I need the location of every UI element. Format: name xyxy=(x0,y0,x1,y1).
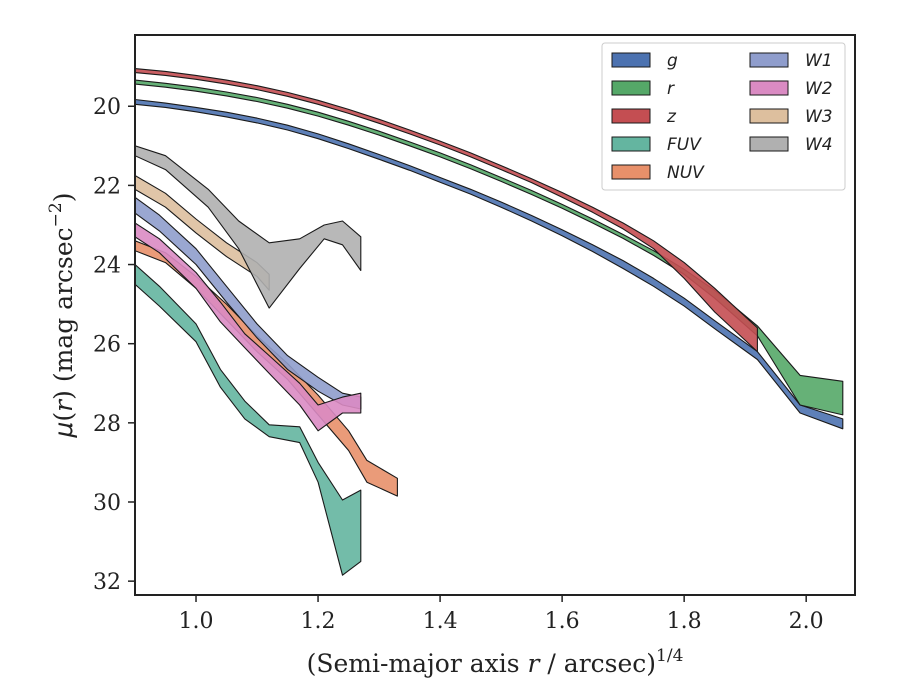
band-g xyxy=(135,98,844,430)
bands-layer xyxy=(135,68,844,576)
x-axis-label: (Semi-major axis r / arcsec)1/4 xyxy=(307,646,684,678)
x-tick-label: 1.4 xyxy=(423,609,458,634)
x-tick-label: 1.6 xyxy=(545,609,580,634)
legend-frame xyxy=(601,42,846,191)
legend-swatch-r xyxy=(611,80,651,96)
y-tick-label: 30 xyxy=(93,491,121,516)
legend-swatch-w4 xyxy=(749,136,789,152)
plot-frame xyxy=(134,34,856,596)
y-axis-label: μ(r) (mag arcsec−2) xyxy=(46,193,78,439)
band-r xyxy=(135,79,844,416)
legend-label-g: g xyxy=(667,51,678,71)
band-w2 xyxy=(135,222,362,432)
y-tick-label: 22 xyxy=(93,174,121,199)
legend-swatch-nuv xyxy=(611,164,651,180)
x-tick-label: 1.2 xyxy=(301,609,336,634)
y-axis-ticks: 20 22 24 26 28 30 32 xyxy=(93,95,135,595)
legend-swatch-w1 xyxy=(749,52,789,68)
legend-label-r: r xyxy=(667,79,675,99)
legend-label-w3: W3 xyxy=(805,107,833,127)
band-z xyxy=(135,68,758,353)
legend-swatch-z xyxy=(611,108,651,124)
y-tick-label: 32 xyxy=(93,570,121,595)
legend-label-w4: W4 xyxy=(805,135,833,155)
y-tick-label: 28 xyxy=(93,412,121,437)
y-tick-label: 20 xyxy=(93,95,121,120)
band-w4 xyxy=(135,145,362,309)
legend-label-z: z xyxy=(666,107,677,127)
legend-label-w2: W2 xyxy=(805,79,833,99)
legend-swatch-g xyxy=(611,52,651,68)
legend-label-nuv: NUV xyxy=(667,163,705,183)
y-tick-label: 24 xyxy=(93,254,121,279)
legend-label-w1: W1 xyxy=(805,51,833,71)
x-tick-label: 1.0 xyxy=(179,609,214,634)
band-fuv xyxy=(135,263,362,576)
legend-swatch-w2 xyxy=(749,80,789,96)
x-axis-ticks: 1.0 1.2 1.4 1.6 1.8 2.0 xyxy=(179,595,824,634)
legend-swatch-w3 xyxy=(749,108,789,124)
legend-label-fuv: FUV xyxy=(667,135,702,155)
x-tick-label: 1.8 xyxy=(667,609,702,634)
y-tick-label: 26 xyxy=(93,333,121,358)
legend: grz FUV NUV W1 W2 W3 W4 xyxy=(601,42,846,191)
x-tick-label: 2.0 xyxy=(789,609,824,634)
legend-swatch-fuv xyxy=(611,136,651,152)
